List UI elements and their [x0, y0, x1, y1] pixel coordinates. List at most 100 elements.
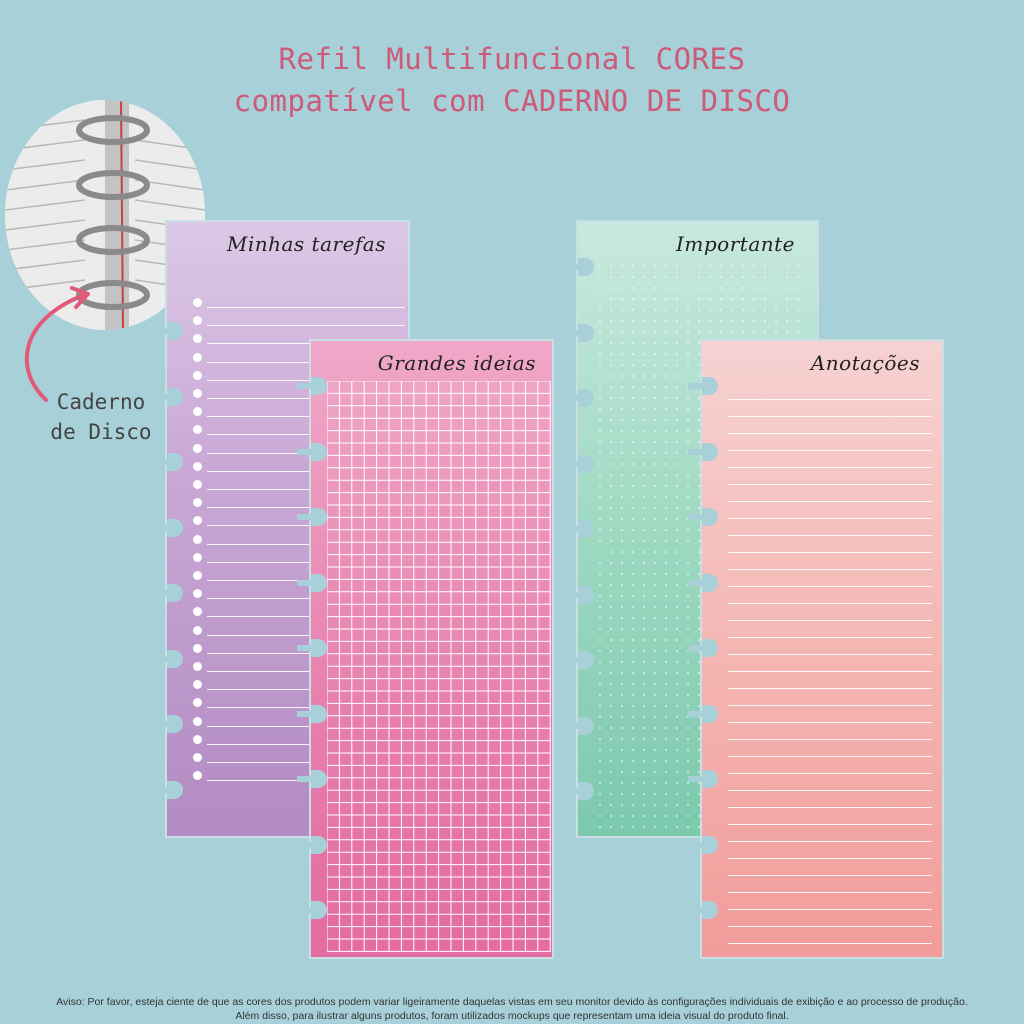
grid-dot [654, 617, 656, 619]
grid-dot [676, 562, 678, 564]
grid-dot [665, 540, 667, 542]
grid-dot [599, 529, 601, 531]
grid-dot [665, 529, 667, 531]
grid-dot [610, 474, 612, 476]
ruled-line [207, 671, 405, 672]
grid-dot [643, 397, 645, 399]
grid-dot [621, 826, 623, 828]
grid-dot [654, 364, 656, 366]
grid-dot [621, 309, 623, 311]
sheet-title-tasks: Minhas tarefas [226, 232, 386, 256]
grid-dot [610, 727, 612, 729]
grid-dot [654, 320, 656, 322]
grid-dot [676, 430, 678, 432]
disc-slot-tab [564, 258, 594, 276]
checkbox-bullet [193, 534, 202, 544]
disc-slot-tab [153, 453, 183, 471]
grid-dot [665, 573, 667, 575]
callout-label-line-1: Caderno [56, 390, 146, 414]
grid-dot [610, 408, 612, 410]
grid-dot [621, 364, 623, 366]
grid-dot [610, 397, 612, 399]
disc-slot-tab [564, 454, 594, 473]
grid-dot [786, 298, 788, 300]
ruled-line [728, 926, 932, 927]
grid-dot [687, 738, 689, 740]
grid-dot [687, 617, 689, 619]
disc-slot-tab [564, 651, 594, 669]
grid-dot [654, 551, 656, 553]
grid-dot [687, 331, 689, 333]
grid-dot [643, 452, 645, 454]
checkbox-bullet [193, 370, 202, 380]
grid-dot [665, 793, 667, 795]
grid-dot [687, 573, 689, 575]
grid-dot [676, 331, 678, 333]
grid-dot [698, 771, 700, 773]
grid-dot [676, 474, 678, 476]
grid-dot [632, 397, 634, 399]
grid-dot [720, 320, 722, 322]
ruled-line [207, 398, 405, 399]
grid-dot [632, 617, 634, 619]
grid-dot [621, 507, 623, 509]
grid-dot [610, 562, 612, 564]
grid-dot [709, 287, 711, 289]
grid-dot [643, 342, 645, 344]
disc-slot-tab [297, 639, 327, 657]
grid-dot [599, 496, 601, 498]
grid-dot [665, 804, 667, 806]
grid-dot [687, 287, 689, 289]
grid-dot [621, 386, 623, 388]
grid-dot [610, 441, 612, 443]
grid-dot [643, 617, 645, 619]
grid-dot [632, 276, 634, 278]
grid-dot [643, 386, 645, 388]
grid-dot [676, 518, 678, 520]
grid-dot [687, 397, 689, 399]
grid-dot [643, 287, 645, 289]
grid-dot [698, 606, 700, 608]
grid-dot [632, 419, 634, 421]
grid-dot [665, 749, 667, 751]
grid-dot [676, 573, 678, 575]
grid-dot [632, 551, 634, 553]
grid-dot [610, 804, 612, 806]
grid-dot [753, 276, 755, 278]
grid-dot [610, 815, 612, 817]
grid-dot [665, 562, 667, 564]
checkbox-bullet [193, 734, 202, 744]
grid-dot [665, 815, 667, 817]
grid-dot [687, 727, 689, 729]
grid-dot [665, 760, 667, 762]
ruled-line [728, 399, 932, 400]
grid-dot [632, 430, 634, 432]
grid-dot [610, 518, 612, 520]
grid-dot [698, 705, 700, 707]
grid-dot [632, 727, 634, 729]
grid-dot [698, 507, 700, 509]
grid-dot [687, 408, 689, 410]
grid-dot [610, 683, 612, 685]
checkbox-bullet [193, 498, 202, 508]
ruled-line [207, 616, 405, 618]
grid-dot [599, 782, 601, 784]
checkbox-bullet [193, 516, 202, 526]
grid-dot [621, 419, 623, 421]
grid-dot [643, 694, 645, 696]
ruled-line [207, 634, 405, 636]
grid-dot [654, 298, 656, 300]
grid-dot [742, 298, 744, 300]
grid-dot [687, 320, 689, 322]
grid-dot [786, 265, 788, 267]
grid-dot [665, 474, 667, 476]
grid-dot [599, 265, 601, 267]
grid-dot [621, 661, 623, 663]
grid-dot [676, 287, 678, 289]
grid-dot [665, 738, 667, 740]
grid-dot [775, 276, 777, 278]
disc-slot-tab [297, 573, 327, 592]
grid-dot [599, 705, 601, 707]
disc-slot-tab [564, 520, 594, 538]
grid-dot [676, 551, 678, 553]
